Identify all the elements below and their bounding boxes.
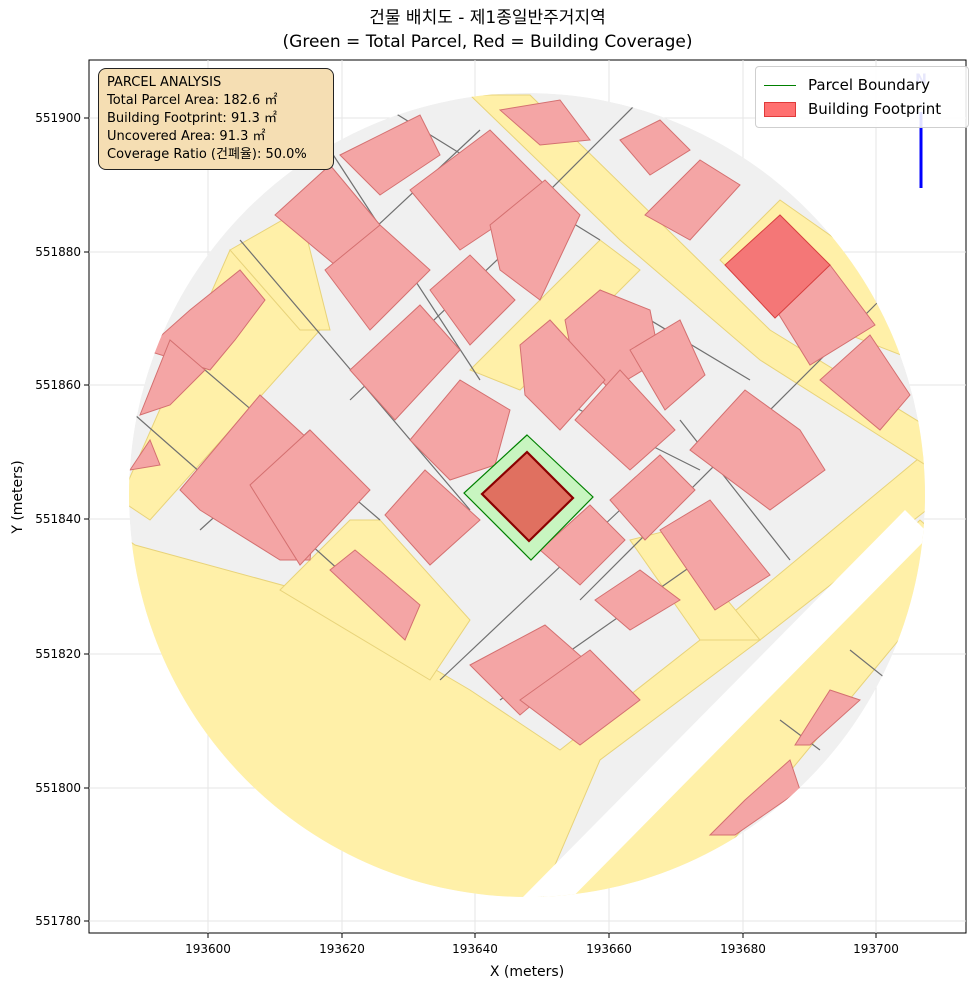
footprint-swatch-icon: [764, 101, 796, 117]
y-tick-label: 551780: [35, 914, 81, 928]
x-tick-label: 193640: [452, 942, 498, 956]
building: [609, 454, 696, 541]
building: [689, 389, 826, 511]
map-title: 건물 배치도 - 제1종일반주거지역 (Green = Total Parcel…: [0, 6, 975, 54]
x-tick-label: 193620: [319, 942, 365, 956]
total-parcel-area: Total Parcel Area: 182.6 ㎡: [107, 93, 278, 108]
building: [708, 759, 801, 836]
y-tick-label: 551860: [35, 378, 81, 392]
building: [129, 438, 161, 471]
title-line-1: 건물 배치도 - 제1종일반주거지역: [369, 8, 606, 28]
building: [539, 504, 626, 586]
highlighted-building: [724, 214, 831, 319]
x-tick-label: 193600: [185, 942, 231, 956]
title-line-2: (Green = Total Parcel, Red = Building Co…: [282, 32, 693, 52]
building: [409, 379, 511, 481]
coverage-ratio: Coverage Ratio (건폐율): 50.0%: [107, 147, 307, 162]
building: [249, 429, 371, 566]
map-legend: Parcel Boundary Building Footprint: [755, 66, 969, 128]
building: [139, 339, 206, 416]
road-center-north: [469, 239, 641, 391]
x-tick-label: 193660: [586, 942, 632, 956]
legend-footprint-label: Building Footprint: [808, 100, 942, 118]
building: [819, 334, 911, 431]
road-center-east: [629, 529, 762, 641]
building: [384, 469, 481, 566]
boundary-line-icon: [764, 84, 796, 86]
target-building-footprint: [480, 450, 575, 543]
x-tick-label: 193700: [853, 942, 899, 956]
building: [519, 649, 641, 746]
x-axis-label: X (meters): [490, 964, 564, 980]
legend-boundary-label: Parcel Boundary: [808, 76, 931, 94]
y-axis-label: Y (meters): [10, 460, 26, 534]
building: [644, 159, 741, 241]
building: [519, 319, 606, 431]
building: [489, 179, 581, 301]
y-tick-label: 551880: [35, 245, 81, 259]
building: [574, 369, 676, 471]
building: [329, 549, 421, 641]
parcel-analysis-box: PARCEL ANALYSIS Total Parcel Area: 182.6…: [98, 68, 334, 170]
building: [324, 224, 431, 331]
building-footprint-area: Building Footprint: 91.3 ㎡: [107, 111, 278, 126]
building: [659, 499, 771, 611]
building: [619, 119, 691, 176]
road-gap: [520, 510, 925, 897]
building: [498, 99, 591, 146]
legend-item-footprint: Building Footprint: [764, 97, 960, 121]
analysis-heading: PARCEL ANALYSIS: [107, 75, 222, 90]
y-tick-label: 551800: [35, 781, 81, 795]
building: [629, 319, 706, 411]
building: [594, 569, 681, 631]
legend-item-boundary: Parcel Boundary: [764, 73, 960, 97]
x-tick-label: 193680: [720, 942, 766, 956]
y-tick-label: 551840: [35, 512, 81, 526]
uncovered-area: Uncovered Area: 91.3 ㎡: [107, 129, 266, 144]
building: [429, 254, 516, 346]
y-tick-label: 551820: [35, 647, 81, 661]
building: [339, 114, 441, 196]
buildings: [129, 99, 911, 836]
building: [794, 689, 861, 746]
building: [349, 304, 461, 421]
y-tick-label: 551900: [35, 111, 81, 125]
